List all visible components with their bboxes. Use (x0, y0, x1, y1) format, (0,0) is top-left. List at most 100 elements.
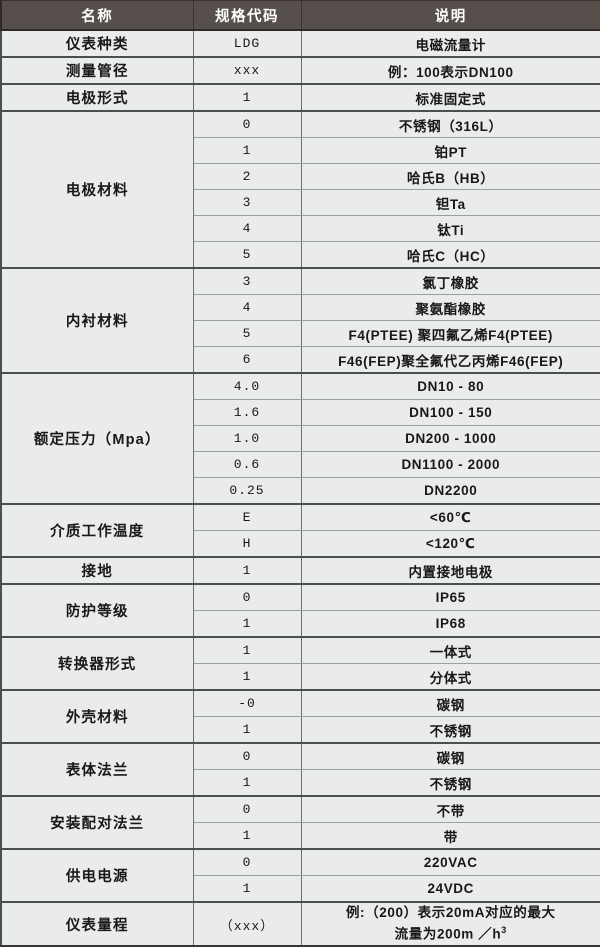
description-cell: DN200 - 1000 (300, 425, 600, 452)
row-group-name: 电极材料 (0, 110, 194, 269)
spec-code-cell: 0 (192, 742, 302, 770)
table-row: 0.25 DN2200 (1, 477, 600, 505)
description-cell: 分体式 (300, 663, 600, 691)
description-cell: 钛Ti (300, 215, 600, 242)
table-row: 内衬材料 3 氯丁橡胶 (0, 267, 600, 374)
description-cell: 内置接地电极 (300, 556, 600, 585)
description-cell: F4(PTEE) 聚四氟乙烯F4(PTEE) (300, 320, 600, 347)
table-row: 1 24VDC (1, 875, 600, 903)
description-cell: 哈氏B（HB） (300, 163, 600, 190)
spec-code-cell: E (192, 503, 302, 531)
description-cell: 220VAC (300, 848, 600, 876)
spec-code-cell: 0.25 (192, 477, 302, 505)
spec-code-cell: 1.6 (192, 399, 302, 426)
row-group-name: 内衬材料 (0, 267, 194, 374)
table-row: 仪表量程 （xxx） 例:（200）表示20mA对应的最大 流量为200m ／h3 (0, 900, 600, 947)
table-row: 5 F4(PTEE) 聚四氟乙烯F4(PTEE) (1, 320, 600, 347)
spec-code-cell: 5 (192, 320, 302, 347)
spec-code-cell: 4.0 (192, 372, 302, 400)
description-cell: 聚氨酯橡胶 (300, 294, 600, 321)
description-cell: 标准固定式 (300, 83, 600, 112)
table-row: 4 钛Ti (1, 215, 600, 242)
row-group-name: 额定压力（Mpa） (0, 372, 194, 505)
spec-code-cell: 1 (192, 556, 302, 585)
row-group-name: 安装配对法兰 (0, 795, 194, 850)
spec-code-cell: 1 (192, 769, 302, 797)
spec-code-cell: H (192, 530, 302, 558)
row-group-name: 介质工作温度 (0, 503, 194, 558)
description-cell: DN2200 (300, 477, 600, 505)
table-row: 1 分体式 (1, 663, 600, 691)
spec-code-cell: 1 (192, 663, 302, 691)
description-cell: 带 (300, 822, 600, 850)
table-row: 5 哈氏C（HC） (1, 241, 600, 269)
table-row: 接地 1 内置接地电极 (0, 556, 600, 585)
column-header-description: 说明 (300, 0, 600, 31)
row-group-name: 接地 (0, 556, 194, 585)
spec-code-cell: 6 (192, 346, 302, 374)
spec-code-cell: xxx (192, 56, 302, 85)
table-row: 电极形式 1 标准固定式 (0, 83, 600, 112)
description-cell: 24VDC (300, 875, 600, 903)
description-line-2-text: 流量为200m ／h (394, 926, 502, 942)
table-row: 安装配对法兰 0 不带 (0, 795, 600, 850)
description-cell: 氯丁橡胶 (300, 267, 600, 295)
spec-code-cell: 1 (192, 83, 302, 112)
description-cell: 电磁流量计 (300, 29, 600, 58)
spec-code-cell: 3 (192, 267, 302, 295)
row-group-name: 表体法兰 (0, 742, 194, 797)
spec-code-cell: 3 (192, 189, 302, 216)
spec-code-cell: 4 (192, 215, 302, 242)
spec-code-cell: 4 (192, 294, 302, 321)
spec-code-cell: 1.0 (192, 425, 302, 452)
description-cell: 哈氏C（HC） (300, 241, 600, 269)
description-cell: <60℃ (300, 503, 600, 531)
table-row: 防护等级 0 IP65 (0, 583, 600, 638)
table-header: 名称 规格代码 说明 (0, 0, 600, 31)
description-cell: F46(FEP)聚全氟代乙丙烯F46(FEP) (300, 346, 600, 374)
row-group-name: 外壳材料 (0, 689, 194, 744)
table-row: 0.6 DN1100 - 2000 (1, 451, 600, 478)
description-cell: <120℃ (300, 530, 600, 558)
spec-code-cell: 1 (192, 610, 302, 638)
description-cell: 不锈钢 (300, 769, 600, 797)
header-row: 名称 规格代码 说明 (0, 0, 600, 31)
table-row: 1 不锈钢 (1, 716, 600, 744)
row-group-name: 电极形式 (0, 83, 194, 112)
spec-code-cell: 2 (192, 163, 302, 190)
description-cell: 一体式 (300, 636, 600, 664)
description-cell: 碳钢 (300, 689, 600, 717)
row-group-name: 防护等级 (0, 583, 194, 638)
table-row: 2 哈氏B（HB） (1, 163, 600, 190)
table-row: 供电电源 0 220VAC (0, 848, 600, 903)
column-header-name: 名称 (0, 0, 194, 31)
table-row: 1 铂PT (1, 137, 600, 164)
description-cell: DN1100 - 2000 (300, 451, 600, 478)
table-row: 电极材料 0 不锈钢（316L） (0, 110, 600, 269)
row-group-name: 供电电源 (0, 848, 194, 903)
spec-code-cell: 5 (192, 241, 302, 269)
spec-code-cell: 1 (192, 822, 302, 850)
description-line-2-superscript: 3 (501, 924, 507, 935)
description-cell: IP65 (300, 583, 600, 611)
table-row: 1.0 DN200 - 1000 (1, 425, 600, 452)
spec-code-cell: 0.6 (192, 451, 302, 478)
description-cell: 碳钢 (300, 742, 600, 770)
description-cell: DN10 - 80 (300, 372, 600, 400)
description-cell: IP68 (300, 610, 600, 638)
description-cell: 不锈钢 (300, 716, 600, 744)
spec-code-cell: -0 (192, 689, 302, 717)
table-row: 外壳材料 -0 碳钢 (0, 689, 600, 744)
spec-code-cell: LDG (192, 29, 302, 58)
spec-code-cell: 1 (192, 716, 302, 744)
table-row: 1 不锈钢 (1, 769, 600, 797)
table-row: 介质工作温度 E <60℃ (0, 503, 600, 558)
table-row: 1.6 DN100 - 150 (1, 399, 600, 426)
description-multiline: 例:（200）表示20mA对应的最大 流量为200m ／h3 (306, 904, 597, 944)
description-cell: 钽Ta (300, 189, 600, 216)
table-body: 仪表种类 LDG 电磁流量计 测量管径 xxx 例：100表示DN100 电极形式 1 标准固定… (0, 29, 600, 947)
spec-code-cell: 1 (192, 875, 302, 903)
spec-code-cell: 1 (192, 137, 302, 164)
